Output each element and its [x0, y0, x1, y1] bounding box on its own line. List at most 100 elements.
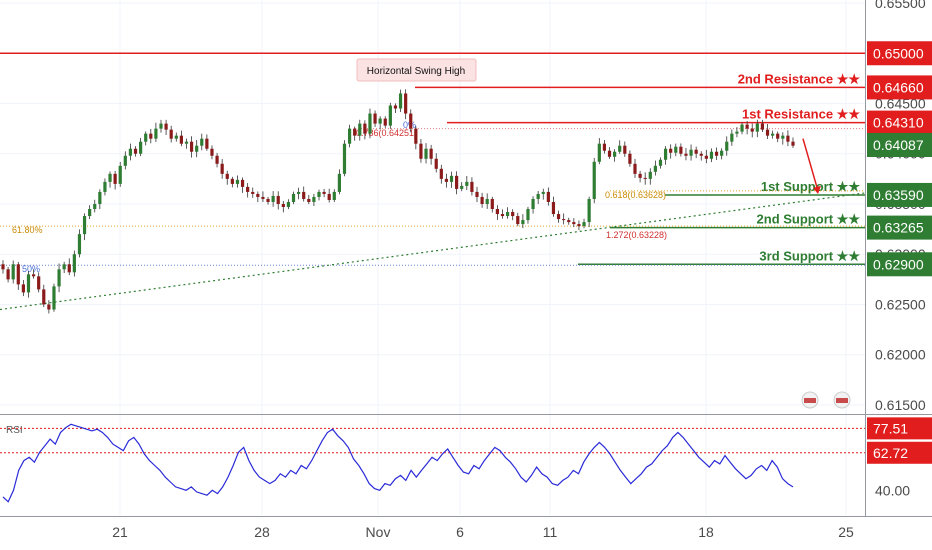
candle-body: [730, 133, 734, 142]
candle-body: [526, 209, 530, 221]
candle-body: [689, 149, 693, 156]
candle-body: [485, 198, 489, 204]
candle-body: [567, 220, 571, 223]
candle-body: [480, 196, 484, 204]
candle-body: [613, 151, 617, 157]
price-tag-text: 0.62900: [873, 256, 924, 272]
candle-body: [297, 191, 301, 194]
candle-body: [240, 179, 245, 187]
candle-body: [546, 191, 550, 202]
price-tick-label: 0.62000: [875, 347, 926, 363]
candle-body: [26, 274, 31, 293]
candle-body: [587, 198, 591, 223]
candle-body: [628, 153, 632, 164]
price-tag: [867, 215, 932, 240]
candle-body: [21, 284, 25, 293]
candle-body: [679, 146, 683, 154]
candle-body: [133, 148, 138, 154]
candle-body: [200, 138, 204, 146]
trendline: [0, 192, 866, 311]
candle-body: [225, 173, 229, 179]
candle-body: [699, 153, 703, 156]
candle-body: [786, 135, 790, 142]
candle-body: [490, 198, 494, 210]
candle-body: [286, 201, 291, 208]
candle-body: [419, 143, 423, 159]
candle-body: [709, 151, 714, 159]
candle-body: [210, 148, 214, 156]
candle-body: [674, 146, 678, 153]
candle-body: [251, 191, 255, 194]
candle-body: [475, 191, 479, 197]
candle-body: [322, 191, 326, 194]
rsi-line: [2, 423, 794, 503]
candle-body: [347, 128, 352, 144]
price-tag-text: 0.63265: [873, 220, 924, 236]
candle-body: [144, 133, 148, 142]
candle-body: [663, 148, 668, 160]
candle-body: [220, 163, 224, 174]
candle-body: [602, 143, 607, 151]
candle-body: [189, 141, 194, 152]
candle-body: [735, 131, 739, 134]
candle-body: [103, 181, 107, 192]
rsi-tag: [867, 417, 932, 440]
candle-body: [149, 133, 153, 139]
price-tag-text: 0.64087: [873, 137, 924, 153]
fib-label: 1.272(0.63228): [606, 230, 667, 240]
arrow-head: [813, 185, 821, 194]
candle-body: [37, 276, 41, 290]
candle-body: [404, 93, 408, 114]
candle-body: [760, 123, 765, 130]
candle-body: [444, 178, 449, 182]
candle-body: [108, 173, 112, 182]
time-tick-label: 28: [254, 524, 270, 540]
candle-body: [556, 214, 561, 220]
candle-body: [373, 113, 377, 124]
candle-body: [511, 212, 515, 217]
price-tag-text: 0.63590: [873, 187, 924, 203]
candle-body: [745, 124, 749, 129]
candle-body: [312, 196, 316, 202]
candle-body: [113, 173, 117, 184]
candle-body: [246, 186, 250, 192]
time-tick-label: 6: [456, 524, 464, 540]
arrow-line: [802, 138, 819, 192]
candle-body: [184, 141, 189, 144]
candle-body: [98, 191, 102, 204]
candle-body: [449, 175, 454, 182]
candle-body: [653, 165, 657, 172]
candle-body: [434, 158, 438, 169]
price-tag: [867, 252, 932, 277]
candle-body: [67, 264, 71, 273]
candle-body: [623, 145, 627, 154]
candle-body: [500, 214, 505, 217]
candle-body: [592, 161, 596, 199]
candle-body: [658, 159, 663, 166]
time-tick-label: 25: [838, 524, 854, 540]
candle-body: [77, 234, 82, 255]
candle-body: [52, 286, 56, 310]
price-tag: [867, 110, 932, 135]
candle-body: [414, 128, 418, 144]
level-label: 2nd Resistance ★★: [738, 71, 861, 86]
candle-body: [169, 129, 173, 139]
candle-body: [42, 289, 46, 305]
candle-body: [378, 118, 382, 124]
candle-body: [235, 179, 240, 184]
annotation-text: Horizontal Swing High: [367, 66, 465, 77]
candle-body: [398, 93, 403, 109]
candle-body: [505, 212, 510, 217]
grid: [0, 0, 865, 515]
candle-body: [383, 118, 387, 126]
price-tag: [867, 133, 932, 158]
candle-body: [572, 222, 576, 225]
candle-body: [307, 198, 311, 202]
candle-body: [516, 216, 520, 225]
candle-body: [159, 123, 163, 129]
price-tag-text: 0.64660: [873, 79, 924, 95]
candle-body: [597, 143, 601, 162]
fib-label: 50%: [22, 264, 40, 274]
price-tag-text: 0.64310: [873, 115, 924, 131]
